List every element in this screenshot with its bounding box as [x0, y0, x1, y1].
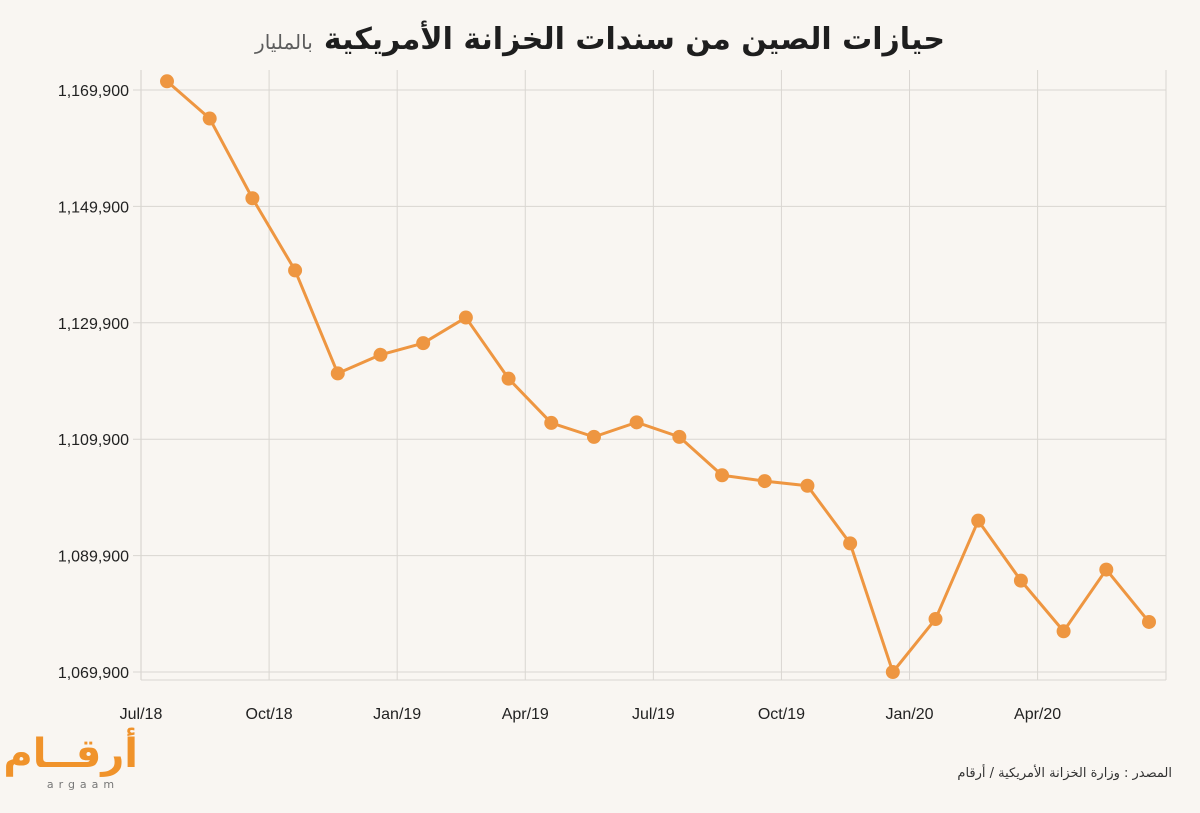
x-tick-label: Apr/19 [502, 706, 549, 723]
y-tick-label: 1,129,900 [58, 316, 129, 333]
chart-title-block: حيازات الصين من سندات الخزانة الأمريكية … [0, 22, 1200, 57]
data-point [1056, 624, 1071, 639]
x-tick-label: Oct/19 [758, 706, 805, 723]
chart-unit: بالمليار [255, 30, 313, 54]
data-point [928, 612, 943, 627]
data-point [1142, 614, 1156, 629]
data-point [1013, 573, 1028, 588]
y-tick-label: 1,109,900 [58, 432, 129, 449]
data-point [416, 336, 431, 351]
grid-lines [133, 70, 1167, 681]
x-tick-label: Jan/19 [373, 706, 421, 723]
data-point [757, 474, 772, 489]
source-note: المصدر : وزارة الخزانة الأمريكية / أرقام [957, 766, 1172, 781]
y-tick-label: 1,089,900 [58, 549, 129, 566]
y-tick-label: 1,069,900 [58, 665, 129, 682]
logo-subtitle: argaam [46, 778, 120, 791]
source-label: المصدر : [1124, 766, 1172, 781]
data-point [843, 536, 858, 551]
x-tick-label: Jul/18 [120, 706, 163, 723]
data-point [330, 366, 345, 381]
data-point [288, 263, 303, 278]
data-point [885, 665, 900, 679]
y-tick-label: 1,169,900 [58, 83, 129, 100]
data-point [160, 74, 174, 89]
data-point [245, 191, 260, 206]
chart-title: حيازات الصين من سندات الخزانة الأمريكية [323, 22, 945, 57]
data-point [971, 513, 986, 528]
data-point [586, 429, 601, 444]
data-point [800, 478, 815, 493]
data-point [715, 468, 730, 483]
data-point [629, 415, 644, 430]
data-point [544, 415, 559, 430]
data-point [373, 347, 388, 362]
data-series [160, 74, 1156, 679]
data-point [1099, 562, 1114, 577]
source-text: وزارة الخزانة الأمريكية / أرقام [957, 766, 1120, 781]
x-tick-label: Apr/20 [1014, 706, 1061, 723]
x-tick-label: Jul/19 [632, 706, 675, 723]
x-tick-label: Oct/18 [246, 706, 293, 723]
series-line [166, 80, 1151, 674]
logo-word: أرقــام [3, 731, 138, 777]
y-axis: 1,069,900 1,089,900 1,109,900 1,129,900 1,14… [58, 83, 129, 682]
data-point [458, 310, 473, 325]
x-axis: Jul/18 Oct/18 Jan/19 Apr/19 Jul/19 Oct/19 Jan/… [120, 706, 1062, 723]
y-tick-label: 1,149,900 [58, 199, 129, 216]
data-point [501, 371, 516, 386]
data-point [202, 111, 217, 126]
data-point [672, 429, 687, 444]
x-tick-label: Jan/20 [885, 706, 933, 723]
argaam-logo: أرقــام argaam [3, 730, 148, 800]
